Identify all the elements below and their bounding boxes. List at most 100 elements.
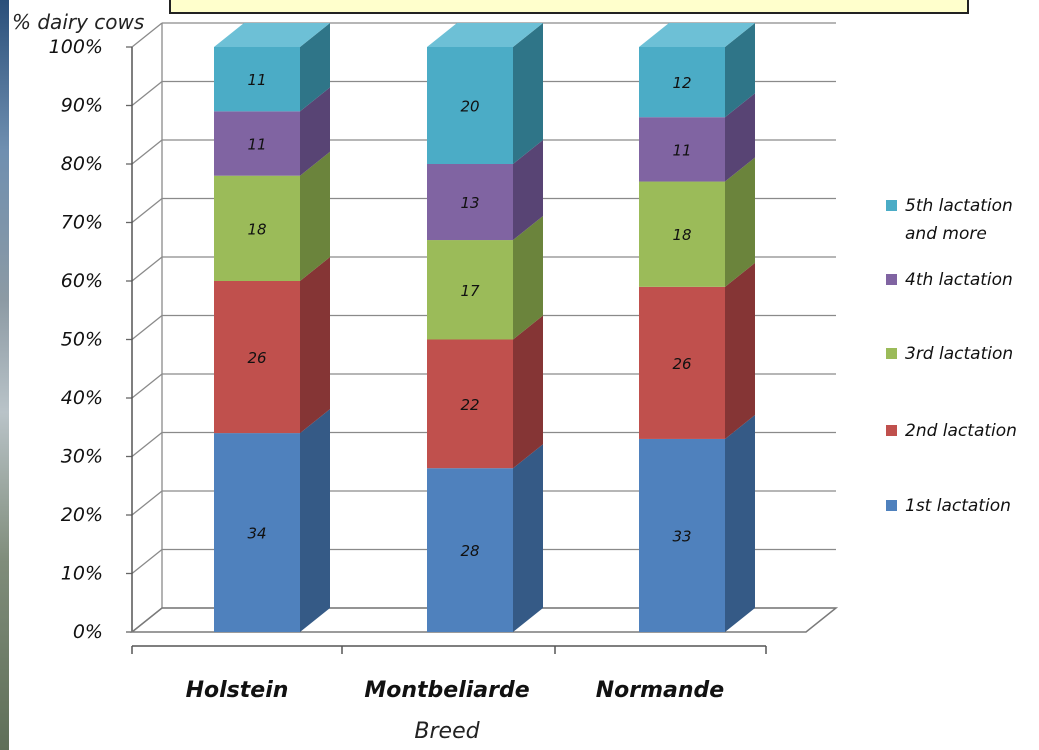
y-tick-label: 20%: [61, 504, 103, 526]
side-wall-gridline: [131, 431, 163, 458]
floor: [129, 607, 839, 633]
side-wall-gridline: [131, 548, 163, 575]
bar-front: [214, 47, 300, 112]
y-tick-label: 10%: [61, 563, 103, 585]
value-label: 28: [460, 542, 479, 560]
legend-swatch: [886, 425, 897, 436]
bar-segment: [639, 157, 755, 287]
bar-segment: [639, 93, 755, 182]
bar-side: [513, 315, 543, 469]
value-label: 13: [460, 194, 479, 212]
value-label: 18: [672, 226, 691, 244]
x-axis-title: Breed: [414, 719, 480, 744]
y-tick-label: 60%: [61, 270, 103, 292]
legend-item: 3rd lactation: [886, 344, 1013, 364]
bar-front: [639, 181, 725, 287]
bar-segment: [427, 23, 543, 164]
left-background-strip: [0, 0, 9, 750]
value-label: 34: [247, 525, 266, 543]
bar-front: [214, 111, 300, 176]
value-label: 11: [247, 71, 266, 89]
bar-side: [513, 23, 543, 164]
bar-side: [513, 140, 543, 241]
bar-segment: [427, 444, 543, 632]
title-box: [169, 0, 969, 14]
side-wall-gridline: [131, 22, 163, 48]
bar-segment: [214, 87, 330, 176]
side-wall-gridline: [131, 197, 163, 224]
bar-segment: [639, 414, 755, 632]
y-tick-label: 100%: [49, 36, 103, 58]
legend-item: 2nd lactation: [886, 421, 1017, 441]
legend-swatch: [886, 274, 897, 285]
bar-top: [639, 23, 755, 47]
bar-side: [725, 414, 755, 632]
bar-front: [427, 47, 513, 164]
bar-front: [639, 117, 725, 182]
bar-front: [639, 438, 725, 632]
y-axis-title: % dairy cows: [12, 10, 144, 34]
bar-segment: [427, 140, 543, 241]
y-tick-label: 0%: [73, 621, 103, 643]
bar-segment: [639, 23, 755, 118]
bar-segment: [639, 262, 755, 439]
legend-label: 5th lactation and more: [905, 196, 1013, 244]
bar-side: [725, 93, 755, 182]
value-label: 33: [672, 527, 691, 545]
legend-swatch: [886, 500, 897, 511]
bar-segment: [214, 151, 330, 281]
category-labels: Holstein Montbeliarde Normande: [186, 678, 725, 703]
bar-segment: [427, 315, 543, 469]
legend-label: 2nd lactation: [905, 421, 1017, 441]
value-label: 22: [460, 396, 479, 414]
legend-item: 5th lactation and more: [886, 196, 1013, 244]
side-wall-gridline: [131, 80, 163, 107]
legend-swatch: [886, 348, 897, 359]
axes: [126, 23, 839, 654]
value-label: 26: [247, 349, 266, 367]
legend-item: 4th lactation: [886, 270, 1013, 290]
bar-segment: [214, 409, 330, 632]
y-tick-labels: 0% 10% 20% 30% 40% 50% 60% 70% 80% 90% 100%: [49, 36, 103, 643]
category-label: Normande: [596, 678, 725, 703]
bars: [214, 23, 755, 632]
legend-item: 1st lactation: [886, 496, 1011, 516]
bar-front: [427, 468, 513, 632]
side-wall-gridline: [131, 490, 163, 516]
bar-front: [427, 339, 513, 469]
y-tick-label: 30%: [61, 446, 103, 468]
bar-segment: [427, 216, 543, 340]
value-label: 26: [672, 355, 691, 373]
value-label: 11: [672, 141, 691, 159]
value-label: 11: [247, 136, 266, 154]
value-label: 18: [247, 220, 266, 238]
bar-side: [300, 151, 330, 281]
y-tick-label: 90%: [61, 95, 103, 117]
bar-side: [725, 262, 755, 439]
bar-front: [639, 47, 725, 118]
bar-side: [513, 216, 543, 340]
bar-front: [427, 164, 513, 241]
side-wall-gridline: [131, 256, 163, 282]
value-label: 12: [672, 74, 691, 92]
bar-front: [639, 286, 725, 439]
category-label: Montbeliarde: [364, 678, 529, 703]
bar-top: [214, 23, 330, 47]
bar-side: [300, 23, 330, 112]
y-tick-label: 50%: [61, 329, 103, 351]
legend-swatch: [886, 200, 897, 211]
bar-side: [513, 444, 543, 632]
y-tick-label: 80%: [61, 153, 103, 175]
side-wall-gridline: [131, 139, 163, 165]
side-wall-gridline: [131, 314, 163, 341]
bar-top: [427, 23, 543, 47]
side-wall-gridline: [131, 373, 163, 399]
bar-side: [300, 87, 330, 176]
bar-side: [300, 409, 330, 632]
legend-label: 4th lactation: [905, 270, 1013, 290]
bar-segment: [214, 257, 330, 434]
y-tick-label: 40%: [61, 387, 103, 409]
bar-side: [300, 257, 330, 434]
legend-label: 1st lactation: [905, 496, 1011, 516]
